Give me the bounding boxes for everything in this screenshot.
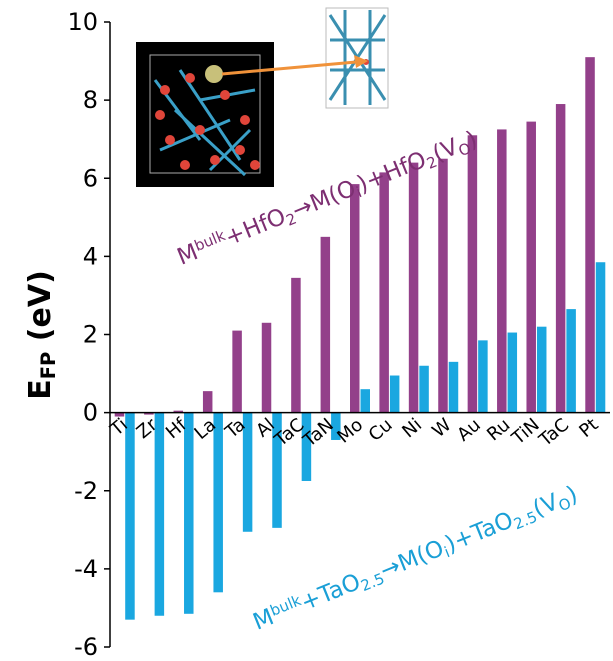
bar [390, 376, 400, 413]
bar [125, 413, 134, 620]
bar [419, 366, 429, 413]
bar [478, 340, 488, 412]
chart: -6-4-20246810EFP (eV)TiZrHfLaTaAlTaCTaNM… [0, 0, 613, 661]
bar [438, 159, 448, 413]
bar [203, 391, 213, 412]
bar [556, 104, 566, 413]
x-tick-label: Ni [398, 414, 426, 442]
text-part: )+HfO [354, 147, 430, 198]
bar [213, 413, 223, 593]
bar [537, 327, 547, 413]
bar [497, 129, 507, 412]
text-part: →M(O [289, 175, 360, 224]
y-tick-label: -4 [74, 555, 98, 583]
text-part: (eV) [23, 270, 58, 351]
y-tick-label: 8 [83, 86, 98, 114]
bar [350, 184, 360, 413]
bar [155, 413, 165, 616]
rich-text: EFP (eV) [23, 270, 60, 400]
inset-structure [136, 8, 388, 187]
bar [321, 237, 331, 413]
bar [361, 389, 371, 412]
y-tick-label: 10 [67, 8, 98, 36]
bar [379, 172, 389, 412]
x-tick-label: Ru [483, 414, 514, 445]
y-tick-label: 4 [83, 242, 98, 270]
y-tick-label: -2 [74, 477, 98, 505]
bar [184, 413, 194, 614]
bar [449, 362, 459, 413]
text-part: →M(O [377, 535, 448, 584]
bar [291, 278, 301, 413]
x-tick-label: Pt [575, 414, 602, 442]
y-tick-label: -6 [74, 633, 98, 661]
y-tick-label: 2 [83, 321, 98, 349]
y-tick-label: 0 [83, 399, 98, 427]
bar [262, 323, 272, 413]
x-tick-label: TaC [535, 414, 573, 451]
bar [508, 333, 518, 413]
text-part: +TaO [297, 569, 364, 616]
bar [585, 57, 595, 412]
annotation: Mbulk+TaO2.5→M(Oi)+TaO2.5(VO) [249, 481, 582, 638]
y-tick-label: 6 [83, 164, 98, 192]
x-tick-label: W [428, 414, 455, 442]
bar [566, 309, 576, 413]
bar [232, 331, 242, 413]
bar [596, 262, 606, 412]
text-part: )+TaO [442, 507, 517, 558]
text-part: E [23, 379, 58, 400]
text-part: +HfO [222, 204, 290, 252]
x-tick-label: Cu [365, 414, 397, 446]
x-tick-label: Au [453, 414, 485, 445]
text-part: FP [37, 352, 60, 380]
bar [409, 163, 419, 413]
bar [468, 135, 478, 412]
bar [526, 122, 536, 413]
